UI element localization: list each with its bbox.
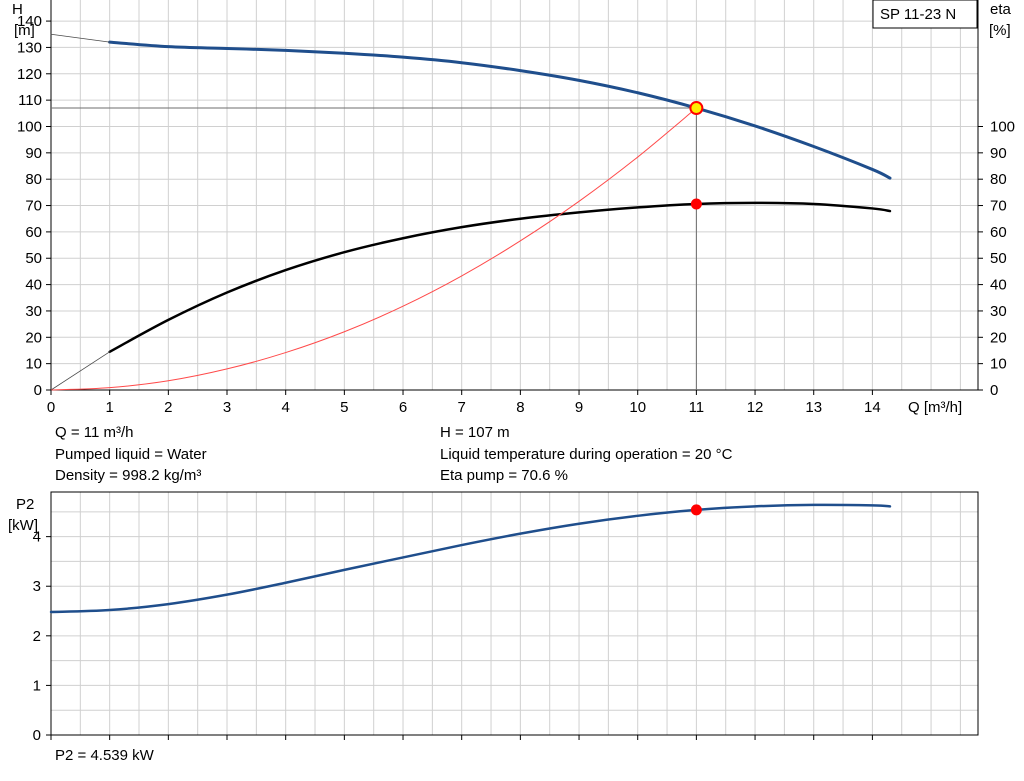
power-tick-label: 4 bbox=[33, 529, 41, 546]
head-tick-label: 140 bbox=[17, 13, 42, 30]
x-tick-label: 12 bbox=[747, 399, 764, 416]
x-tick-label: 11 bbox=[689, 399, 705, 416]
power-axis-title-line2: [kW] bbox=[8, 517, 38, 534]
x-tick-label: 8 bbox=[516, 399, 524, 416]
info-temperature: Liquid temperature during operation = 20… bbox=[440, 446, 733, 463]
power-tick-label: 3 bbox=[33, 578, 41, 595]
info-power: P2 = 4.539 kW bbox=[55, 747, 154, 764]
x-tick-label: 1 bbox=[105, 399, 113, 416]
x-tick-label: 0 bbox=[47, 399, 55, 416]
duty-point-efficiency bbox=[690, 198, 702, 210]
power-tick-label: 0 bbox=[33, 727, 41, 744]
power-tick-label: 1 bbox=[33, 677, 41, 694]
eta-tick-label: 10 bbox=[990, 356, 1007, 373]
x-tick-label: 4 bbox=[282, 399, 290, 416]
head-tick-label: 50 bbox=[25, 250, 42, 267]
eta-tick-label: 30 bbox=[990, 303, 1007, 320]
head-axis-title-line2: [m] bbox=[14, 22, 35, 39]
info-liquid: Pumped liquid = Water bbox=[55, 446, 207, 463]
eta-tick-label: 70 bbox=[990, 198, 1007, 215]
head-tick-label: 120 bbox=[17, 66, 42, 83]
curves bbox=[49, 33, 892, 614]
flow-axis-title: Q [m³/h] bbox=[908, 399, 962, 416]
head-tick-label: 30 bbox=[25, 303, 42, 320]
head-tick-label: 70 bbox=[25, 198, 42, 215]
head-tick-label: 100 bbox=[17, 118, 42, 135]
info-eta: Eta pump = 70.6 % bbox=[440, 467, 568, 484]
head-tick-label: 80 bbox=[25, 171, 42, 188]
info-density: Density = 998.2 kg/m³ bbox=[55, 467, 202, 484]
system-curve bbox=[50, 107, 697, 391]
eta-tick-label: 50 bbox=[990, 250, 1007, 267]
power-curve bbox=[49, 503, 892, 614]
head-curve-extrapolated bbox=[50, 33, 111, 43]
efficiency-curve bbox=[108, 201, 892, 354]
x-tick-label: 2 bbox=[164, 399, 172, 416]
x-tick-label: 10 bbox=[629, 399, 646, 416]
efficiency-curve-extrapolated bbox=[50, 351, 111, 391]
x-tick-label: 14 bbox=[864, 399, 881, 416]
head-tick-label: 110 bbox=[18, 92, 42, 109]
head-curve bbox=[108, 40, 892, 180]
x-tick-label: 3 bbox=[223, 399, 231, 416]
eta-tick-label: 80 bbox=[990, 171, 1007, 188]
head-grid bbox=[51, 0, 978, 390]
info-flow: Q = 11 m³/h bbox=[55, 424, 134, 441]
eta-tick-label: 90 bbox=[990, 145, 1007, 162]
power-plot-frame bbox=[50, 491, 979, 736]
duty-point-power bbox=[690, 504, 702, 516]
x-tick-label: 13 bbox=[805, 399, 822, 416]
power-axis-title-line1: P2 bbox=[16, 496, 34, 513]
head-tick-label: 90 bbox=[25, 145, 42, 162]
plot-frames bbox=[50, 0, 979, 736]
power-grid bbox=[51, 492, 978, 735]
head-axis-title-line1: H bbox=[12, 1, 23, 18]
eta-tick-label: 100 bbox=[990, 118, 1015, 135]
info-head: H = 107 m bbox=[440, 424, 510, 441]
head-tick-label: 0 bbox=[34, 382, 42, 399]
eta-tick-label: 40 bbox=[990, 277, 1007, 294]
eta-tick-label: 0 bbox=[990, 382, 998, 399]
duty-point-head bbox=[689, 101, 704, 116]
eta-axis-title-line2: [%] bbox=[989, 22, 1011, 39]
x-tick-label: 5 bbox=[340, 399, 348, 416]
eta-tick-label: 20 bbox=[990, 329, 1007, 346]
duty-points bbox=[689, 101, 704, 516]
power-tick-label: 2 bbox=[33, 628, 41, 645]
x-tick-label: 6 bbox=[399, 399, 407, 416]
head-tick-label: 40 bbox=[25, 277, 42, 294]
head-tick-label: 130 bbox=[17, 39, 42, 56]
head-tick-label: 10 bbox=[25, 356, 42, 373]
pump-label: SP 11-23 N bbox=[880, 6, 956, 23]
head-tick-label: 20 bbox=[25, 329, 42, 346]
eta-tick-label: 60 bbox=[990, 224, 1007, 241]
pump-label-box bbox=[872, 0, 978, 29]
x-tick-label: 9 bbox=[575, 399, 583, 416]
eta-axis-title-line1: eta bbox=[990, 1, 1012, 18]
x-tick-label: 7 bbox=[458, 399, 466, 416]
head-tick-label: 60 bbox=[25, 224, 42, 241]
tick-labels: 0 1 2 3 4 5 6 7 8 9 10 11 12 13 1401020304050607080901… bbox=[17, 13, 1015, 744]
